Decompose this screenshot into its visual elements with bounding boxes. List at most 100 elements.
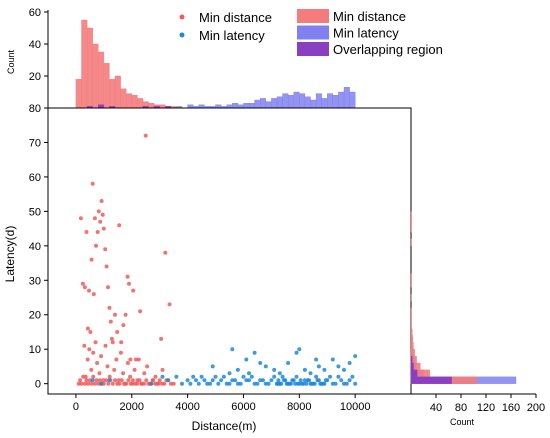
top-min-latency-bar (315, 93, 322, 109)
top-min-distance-bar (137, 98, 144, 109)
min-latency-point (227, 381, 232, 386)
min-latency-point (208, 381, 212, 386)
min-distance-point (162, 381, 167, 386)
min-latency-point (205, 381, 210, 386)
min-distance-point (98, 219, 103, 224)
min-latency-point (294, 350, 299, 355)
min-distance-point (91, 350, 96, 355)
min-latency-point (255, 381, 260, 386)
min-distance-point (118, 350, 123, 355)
right-min-distance-bar (410, 349, 415, 357)
min-distance-point (168, 381, 173, 386)
top-min-latency-bar (321, 98, 328, 109)
min-distance-point (116, 378, 121, 383)
min-distance-point (89, 257, 94, 262)
scatter-legend-label: Min latency (199, 28, 265, 43)
min-latency-point (295, 381, 300, 386)
min-latency-point (261, 378, 265, 383)
min-latency-point (233, 378, 238, 383)
min-distance-point (144, 378, 149, 383)
top-min-latency-bar (310, 99, 317, 109)
top-min-distance-bar (148, 102, 155, 109)
min-latency-point (235, 367, 240, 372)
min-latency-point (290, 378, 295, 383)
min-distance-point (121, 323, 126, 328)
right-overlap-bar (410, 362, 414, 371)
min-latency-point (297, 347, 302, 352)
min-latency-point (99, 381, 104, 386)
top-y-tick-label: 40 (29, 39, 41, 51)
min-latency-point (307, 378, 312, 383)
min-latency-point (314, 374, 319, 379)
min-latency-point (282, 378, 286, 383)
min-distance-point (76, 381, 81, 386)
top-min-distance-bar (109, 78, 116, 109)
min-distance-point (94, 378, 99, 383)
right-min-distance-bar (410, 335, 414, 343)
right-min-distance-bar (410, 307, 412, 315)
min-latency-point (287, 381, 292, 386)
top-min-latency-bar (287, 94, 294, 109)
min-latency-point (347, 361, 352, 365)
min-latency-point (304, 381, 309, 386)
top-histogram-ylabel: Count (6, 50, 16, 75)
histogram-legend-label: Overlapping region (333, 42, 443, 57)
min-latency-point (266, 381, 271, 386)
min-distance-point (88, 330, 93, 334)
min-distance-point (101, 378, 106, 383)
min-latency-point (213, 374, 218, 379)
top-histogram-y-ticks: 80 20 40 60 (29, 7, 48, 115)
min-latency-point (230, 347, 235, 352)
min-distance-point (138, 309, 143, 314)
top-min-distance-bar (131, 94, 138, 109)
min-distance-point (110, 340, 115, 345)
min-latency-point (322, 367, 327, 372)
min-latency-point (216, 381, 221, 386)
min-distance-point (89, 381, 94, 386)
min-distance-point (97, 378, 102, 383)
min-distance-point (119, 340, 124, 345)
min-distance-point (89, 367, 94, 372)
min-distance-point (115, 330, 120, 334)
min-latency-point (210, 364, 215, 369)
right-overlap-bar (410, 355, 413, 364)
min-latency-point (315, 378, 320, 383)
top-min-latency-bar (248, 102, 255, 109)
min-distance-point (153, 374, 158, 379)
right-min-distance-bar (410, 342, 414, 350)
min-latency-point (342, 367, 346, 372)
min-latency-point (279, 381, 284, 386)
top-min-distance-bar (125, 93, 132, 109)
top-y-tick-label: 60 (29, 7, 41, 19)
top-min-distance-bar (98, 51, 105, 109)
min-distance-point (142, 381, 147, 386)
right-histogram-x-ticks: 40 80 120 160 200 (430, 394, 545, 414)
histogram-legend-label: Min distance (333, 9, 406, 24)
min-distance-point (96, 209, 101, 214)
top-y-tick-label: 20 (29, 71, 41, 83)
x-tick-label: 10000 (340, 401, 371, 413)
min-distance-point (128, 357, 133, 362)
top-min-latency-bar (243, 102, 250, 109)
min-distance-point (167, 302, 172, 307)
top-min-latency-bar (327, 93, 334, 109)
min-latency-point (247, 371, 251, 376)
top-min-latency-bar (332, 94, 339, 109)
min-latency-point (333, 381, 338, 386)
min-distance-point (121, 371, 126, 376)
min-distance-point (92, 216, 97, 221)
min-distance-point (113, 378, 117, 383)
min-distance-point (91, 292, 96, 297)
min-distance-point (103, 247, 108, 252)
y-tick-label: 70 (29, 137, 41, 149)
y-tick-label: 50 (29, 206, 41, 218)
x-tick-label: 2000 (120, 401, 144, 413)
min-latency-point (269, 378, 274, 383)
min-latency-point (309, 381, 314, 386)
min-distance-point (106, 381, 111, 386)
min-latency-point (191, 374, 196, 379)
min-distance-point (92, 381, 97, 386)
min-distance-point (130, 378, 135, 383)
top-min-latency-bar (232, 102, 239, 109)
min-distance-point (127, 281, 131, 286)
